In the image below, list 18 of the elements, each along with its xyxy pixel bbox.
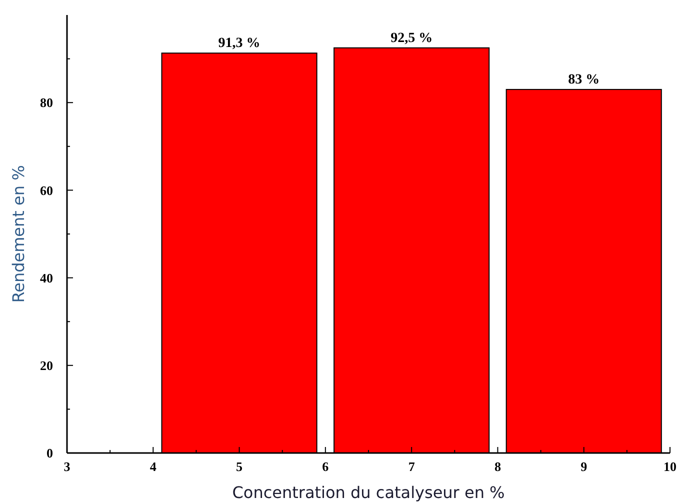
x-axis-title: Concentration du catalyseur en % [232,483,505,502]
x-tick-label: 3 [64,459,71,474]
x-tick-label: 7 [408,459,416,474]
x-tick-label: 9 [580,459,588,474]
x-tick-label: 4 [150,459,157,474]
x-tick-label: 10 [664,459,676,474]
y-tick-label: 20 [40,358,53,373]
y-tick-label: 0 [46,446,53,461]
y-axis-title: Rendement en % [9,165,28,303]
x-tick-label: 5 [236,459,244,474]
data-label: 83 % [568,72,600,88]
y-tick-label: 40 [40,270,53,286]
x-tick-label: 6 [322,459,330,474]
data-label: 91,3 % [218,36,260,52]
y-tick-label: 60 [40,182,53,198]
x-tick-label: 8 [494,459,502,474]
data-label: 92,5 % [390,30,433,46]
y-tick-label: 80 [40,95,53,110]
